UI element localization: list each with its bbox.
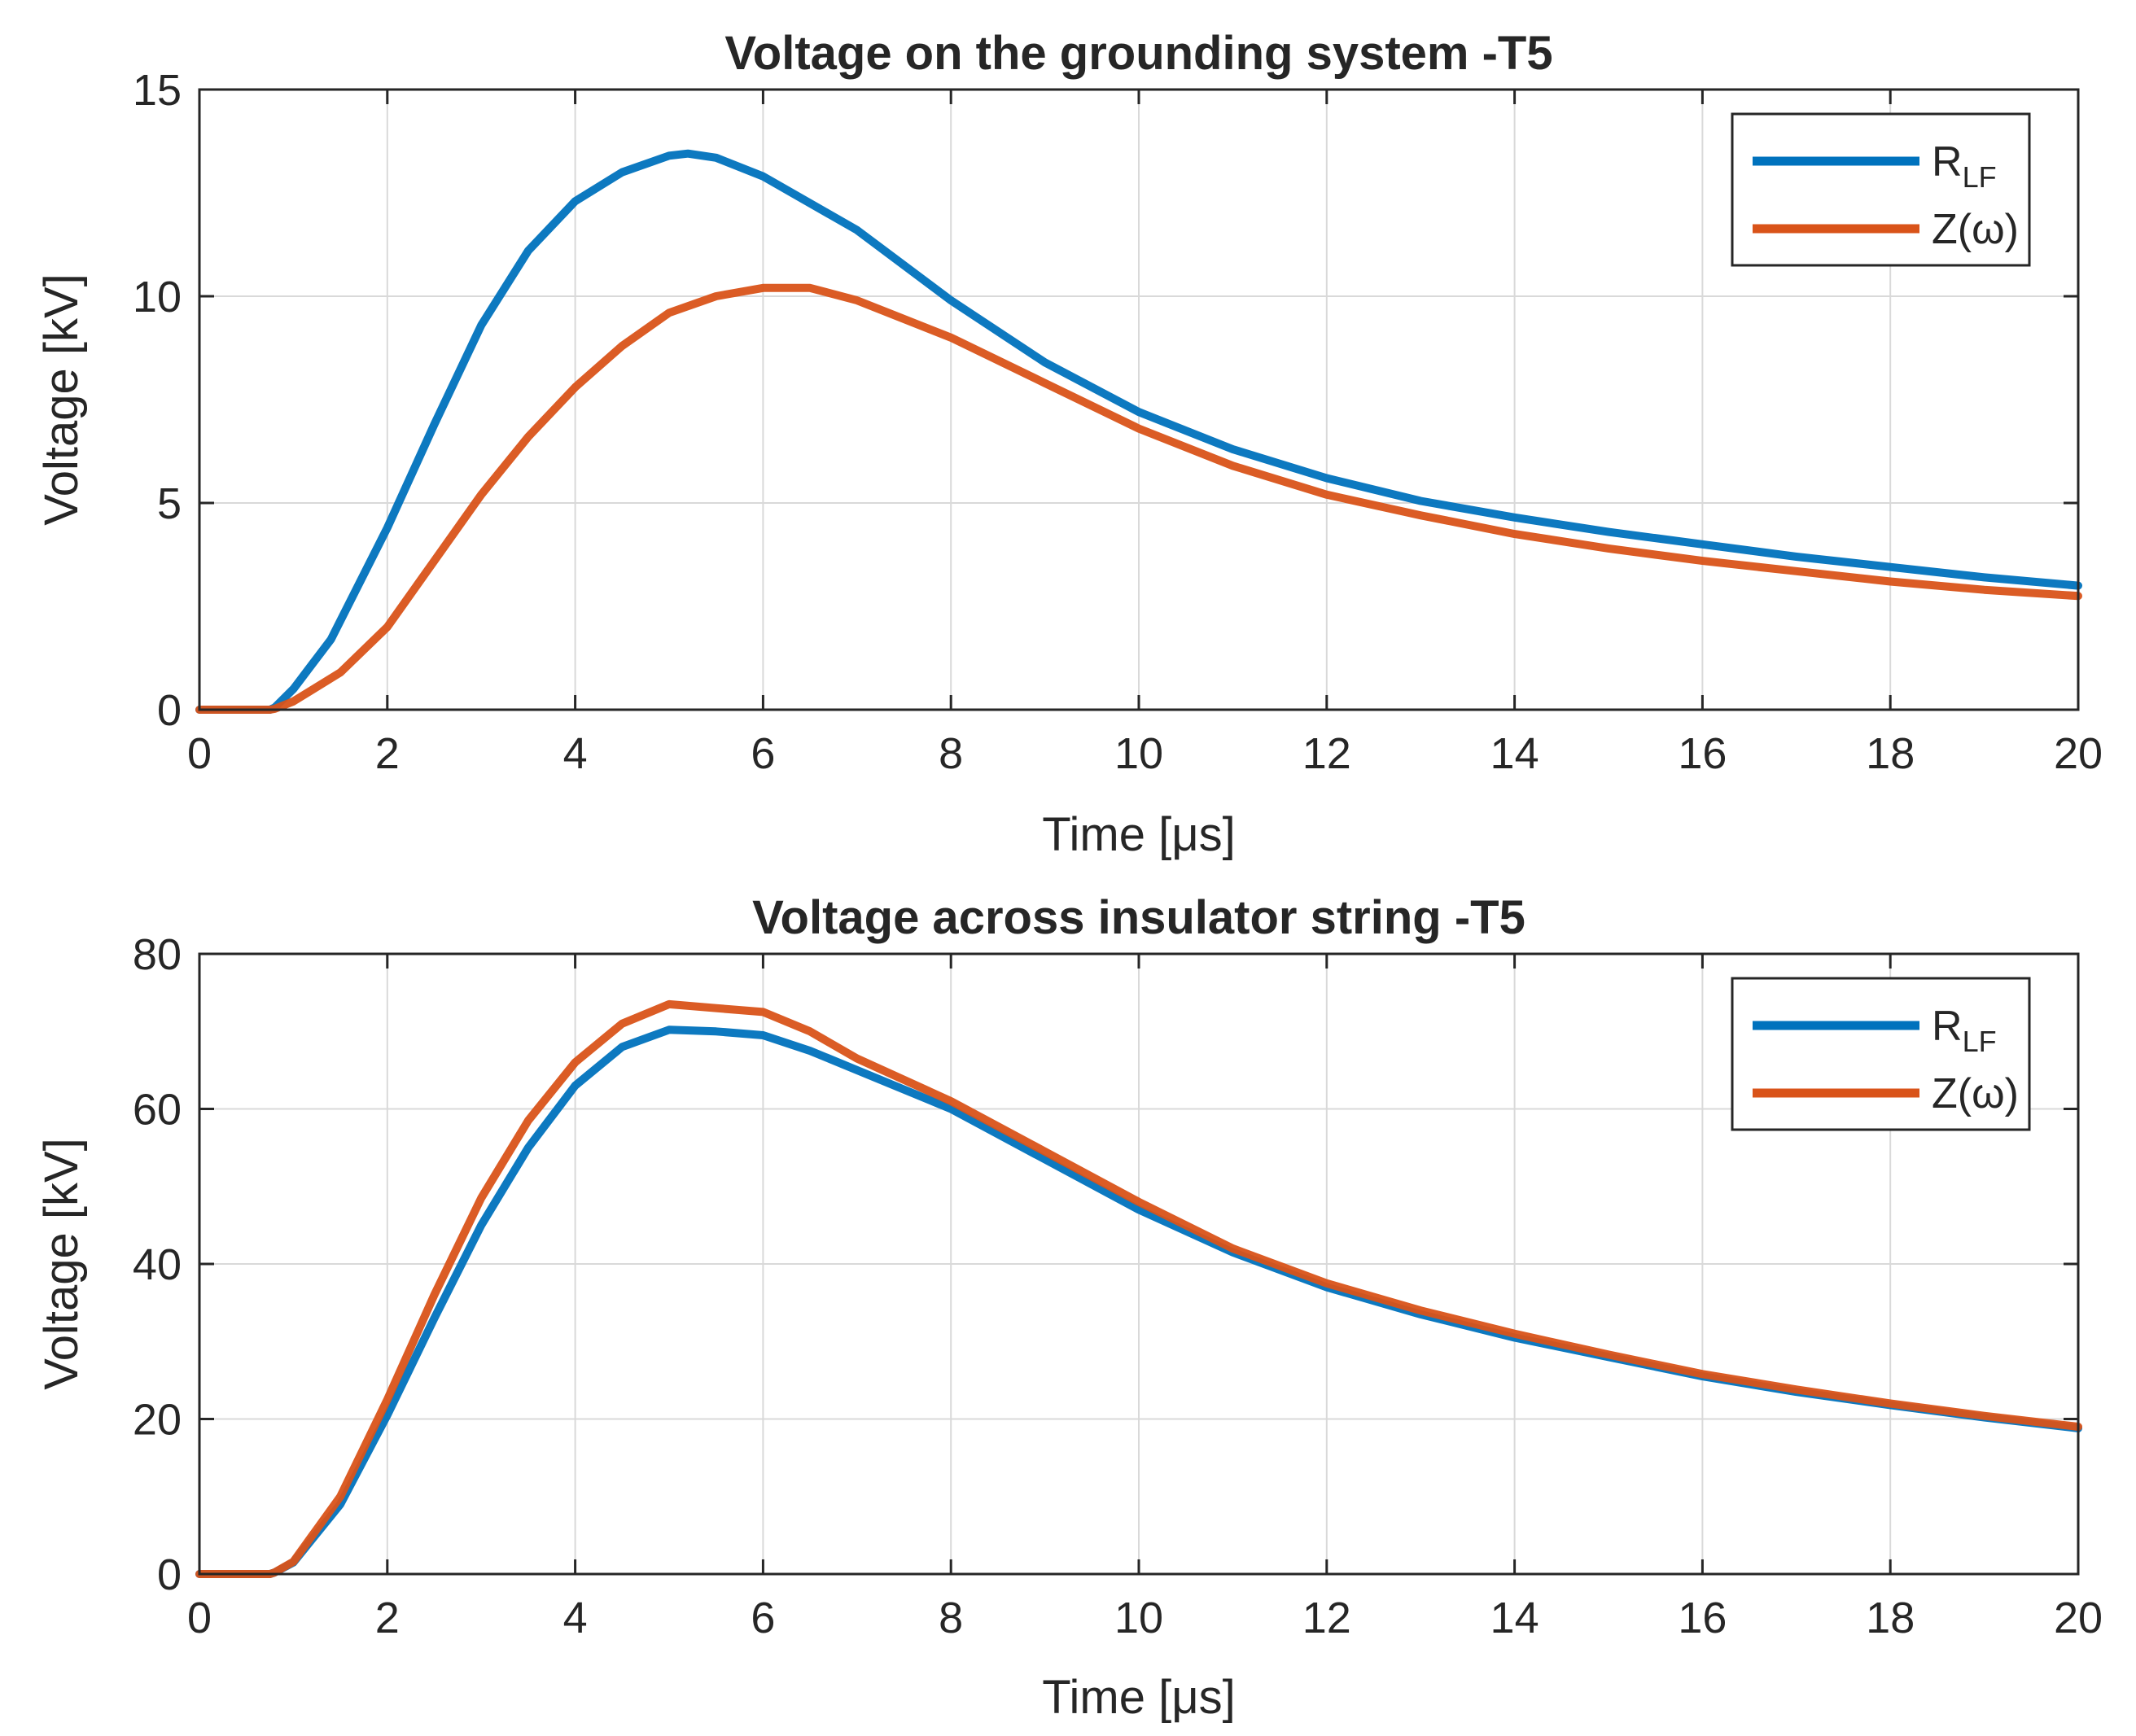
x-tick-label: 10 — [1114, 729, 1163, 778]
x-axis-label: Time [μs] — [1042, 808, 1236, 861]
chart-title: Voltage on the grounding system -T5 — [724, 27, 1552, 80]
y-tick-label: 10 — [133, 273, 182, 321]
x-tick-label: 18 — [1866, 729, 1915, 778]
legend-box — [1731, 977, 2031, 1131]
y-tick-label: 40 — [133, 1240, 182, 1289]
legend-box — [1731, 112, 2031, 267]
legend-label-z-omega: Z(ω) — [1932, 1070, 2019, 1117]
x-tick-label: 16 — [1678, 729, 1727, 778]
series-line-z-omega — [195, 999, 2082, 1578]
x-tick-label: 2 — [375, 729, 400, 778]
x-tick-label: 4 — [563, 729, 588, 778]
series-line-rlf — [195, 149, 2082, 714]
legend-label-main: Z(ω) — [1932, 206, 2019, 253]
y-axis-label: Voltage [kV] — [35, 273, 88, 526]
x-tick-label: 4 — [563, 1594, 588, 1642]
y-tick-label: 0 — [157, 686, 182, 735]
x-tick-label: 18 — [1866, 1594, 1915, 1642]
legend: RLF Z(ω) — [1731, 977, 2031, 1131]
x-tick-label: 16 — [1678, 1594, 1727, 1642]
x-tick-label: 12 — [1302, 729, 1351, 778]
legend-label-z-omega: Z(ω) — [1932, 206, 2019, 253]
x-tick-label: 6 — [751, 1594, 775, 1642]
x-tick-label: 8 — [939, 1594, 963, 1642]
legend-label-subscript: LF — [1963, 160, 1997, 194]
x-tick-label: 14 — [1490, 729, 1539, 778]
chart-title: Voltage across insulator string -T5 — [752, 891, 1525, 944]
x-tick-label: 14 — [1490, 1594, 1539, 1642]
x-tick-label: 10 — [1114, 1594, 1163, 1642]
legend-label-subscript: LF — [1963, 1025, 1997, 1058]
series-line-z-omega — [195, 283, 2082, 714]
x-axis-label: Time [μs] — [1042, 1671, 1236, 1724]
chart-panel-1: 0 2 4 6 8 10 12 14 16 18 20 0 5 10 15 Voltage on the gr… — [35, 27, 2103, 861]
legend-label-rlf: RLF — [1932, 1003, 1997, 1058]
legend-label-main: R — [1932, 1003, 1963, 1050]
x-tick-label: 0 — [187, 1594, 212, 1642]
x-tick-label: 20 — [2054, 729, 2103, 778]
x-tick-label: 2 — [375, 1594, 400, 1642]
y-tick-label: 0 — [157, 1550, 182, 1599]
y-axis-label: Voltage [kV] — [35, 1138, 88, 1390]
y-tick-label: 20 — [133, 1396, 182, 1445]
x-tick-label: 8 — [939, 729, 963, 778]
legend-label-main: Z(ω) — [1932, 1070, 2019, 1117]
legend: RLF Z(ω) — [1731, 112, 2031, 267]
x-tick-label: 0 — [187, 729, 212, 778]
y-tick-label: 60 — [133, 1086, 182, 1135]
y-tick-label: 5 — [157, 479, 182, 528]
x-tick-label: 12 — [1302, 1594, 1351, 1642]
x-tick-label: 6 — [751, 729, 775, 778]
x-tick-label: 20 — [2054, 1594, 2103, 1642]
y-tick-label: 15 — [133, 66, 182, 115]
legend-label-main: R — [1932, 138, 1963, 186]
y-tick-label: 80 — [133, 930, 182, 979]
chart-panel-2: 0 2 4 6 8 10 12 14 16 18 20 0 20 40 60 80 Voltage across… — [35, 891, 2103, 1724]
legend-label-rlf: RLF — [1932, 138, 1997, 194]
